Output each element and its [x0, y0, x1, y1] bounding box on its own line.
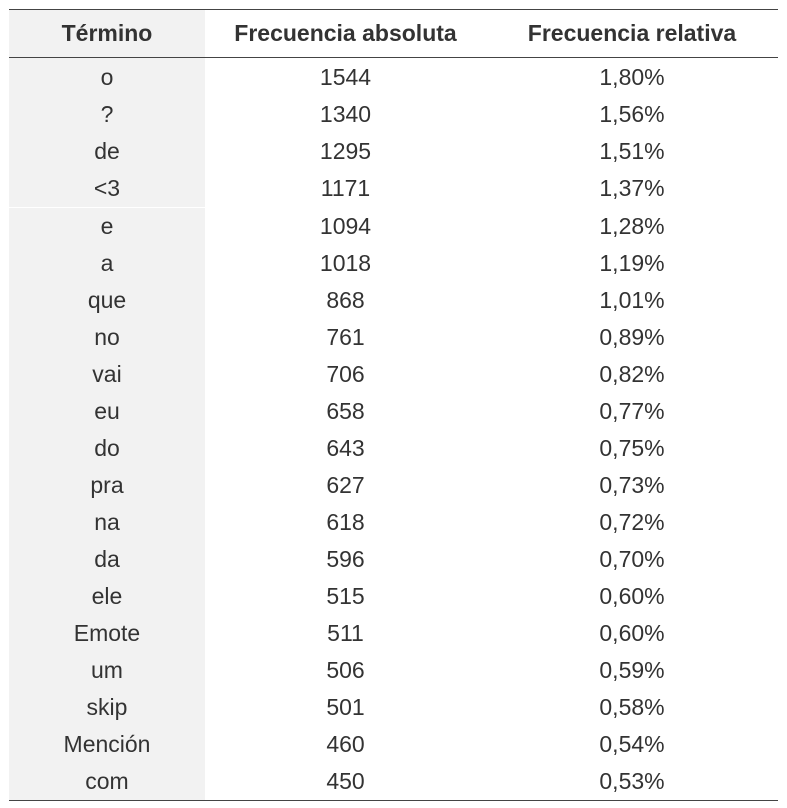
cell-term: que	[9, 282, 205, 319]
cell-absolute-frequency: 1171	[320, 175, 371, 202]
cell-absolute-frequency: 511	[327, 620, 364, 646]
cell-relative-frequency: 1,56%	[599, 101, 665, 127]
cell-absolute-frequency: 596	[326, 546, 365, 572]
cell-term: pra	[9, 467, 205, 504]
cell-absolute-frequency: 1544	[319, 63, 372, 90]
table-row: eu 658 0,77%	[9, 393, 778, 430]
table-row: que 868 1,01%	[9, 282, 778, 319]
table-row: com 450 0,53%	[9, 763, 778, 801]
table-header: Término Frecuencia absoluta Frecuencia r…	[9, 9, 778, 58]
cell-absolute-frequency: 627	[326, 472, 365, 498]
cell-relative-frequency: 0,53%	[599, 768, 665, 794]
cell-term: a	[9, 245, 205, 282]
cell-term: da	[9, 541, 205, 578]
cell-term: com	[9, 763, 205, 801]
table-row: a 1018 1,19%	[9, 245, 778, 282]
table-row: na 618 0,72%	[9, 504, 778, 541]
cell-absolute-frequency: 1295	[319, 138, 372, 164]
cell-relative-frequency: 0,89%	[599, 324, 665, 350]
table-row: de 1295 1,51%	[9, 133, 778, 170]
cell-term: do	[9, 430, 205, 467]
cell-term: o	[9, 57, 205, 96]
cell-relative-frequency: 0,60%	[599, 583, 665, 609]
cell-relative-frequency: 0,72%	[599, 509, 665, 535]
cell-absolute-frequency: 506	[326, 657, 365, 683]
table-row: pra 627 0,73%	[9, 467, 778, 504]
cell-term: eu	[9, 393, 205, 430]
cell-relative-frequency: 1,28%	[599, 212, 665, 239]
table-row: skip 501 0,58%	[9, 689, 778, 726]
cell-term: um	[9, 652, 205, 689]
table-row: Emote 511 0,60%	[9, 615, 778, 652]
cell-term: <3	[9, 170, 205, 208]
table-row: um 506 0,59%	[9, 652, 778, 689]
table-row: Mención 460 0,54%	[9, 726, 778, 763]
cell-term: e	[9, 207, 205, 245]
cell-absolute-frequency: 515	[326, 583, 365, 609]
table-row: e 1094 1,28%	[9, 207, 778, 245]
cell-relative-frequency: 0,59%	[599, 657, 665, 683]
table-row: do 643 0,75%	[9, 430, 778, 467]
cell-relative-frequency: 0,82%	[599, 361, 665, 387]
cell-relative-frequency: 1,01%	[599, 287, 665, 313]
cell-absolute-frequency: 761	[326, 324, 365, 350]
cell-absolute-frequency: 618	[326, 509, 365, 535]
cell-term: Mención	[9, 726, 205, 763]
cell-relative-frequency: 0,75%	[599, 435, 665, 461]
cell-absolute-frequency: 658	[326, 398, 365, 424]
header-row: Término Frecuencia absoluta Frecuencia r…	[9, 9, 778, 58]
cell-absolute-frequency: 643	[326, 435, 365, 461]
frequency-table: Término Frecuencia absoluta Frecuencia r…	[9, 9, 778, 801]
cell-absolute-frequency: 1094	[319, 212, 372, 239]
header-relative-frequency: Frecuencia relativa	[527, 20, 737, 46]
cell-relative-frequency: 1,19%	[599, 250, 665, 276]
cell-relative-frequency: 0,73%	[599, 472, 665, 498]
cell-term: de	[9, 133, 205, 170]
table-row: <3 1171 1,37%	[9, 170, 778, 208]
cell-relative-frequency: 1,80%	[599, 63, 665, 90]
cell-term: Emote	[9, 615, 205, 652]
cell-term: no	[9, 319, 205, 356]
cell-term: na	[9, 504, 205, 541]
cell-absolute-frequency: 706	[326, 361, 365, 387]
table-row: no 761 0,89%	[9, 319, 778, 356]
table-row: da 596 0,70%	[9, 541, 778, 578]
table-body: o 1544 1,80%? 1340 1,56% de 1295 1,51% <3 1171 1,3…	[9, 57, 778, 801]
cell-relative-frequency: 1,51%	[599, 138, 665, 164]
cell-relative-frequency: 0,58%	[599, 694, 665, 720]
cell-term: ?	[9, 96, 205, 133]
cell-relative-frequency: 0,77%	[599, 398, 665, 424]
cell-absolute-frequency: 501	[326, 694, 365, 720]
table-row: ? 1340 1,56%	[9, 96, 778, 133]
header-term: Término	[9, 9, 205, 58]
cell-absolute-frequency: 1340	[319, 101, 372, 127]
cell-relative-frequency: 0,54%	[599, 731, 665, 757]
table-row: vai 706 0,82%	[9, 356, 778, 393]
frequency-table-container: Término Frecuencia absoluta Frecuencia r…	[9, 9, 778, 801]
cell-term: skip	[9, 689, 205, 726]
cell-absolute-frequency: 460	[326, 731, 365, 757]
cell-term: vai	[9, 356, 205, 393]
table-row: o 1544 1,80%	[9, 57, 778, 96]
table-row: ele 515 0,60%	[9, 578, 778, 615]
cell-absolute-frequency: 868	[326, 287, 365, 313]
cell-relative-frequency: 1,37%	[599, 175, 665, 202]
cell-absolute-frequency: 450	[326, 768, 365, 794]
cell-relative-frequency: 0,70%	[599, 546, 665, 572]
header-absolute-frequency: Frecuencia absoluta	[234, 20, 457, 46]
cell-term: ele	[9, 578, 205, 615]
cell-absolute-frequency: 1018	[319, 250, 372, 276]
cell-relative-frequency: 0,60%	[599, 620, 665, 646]
